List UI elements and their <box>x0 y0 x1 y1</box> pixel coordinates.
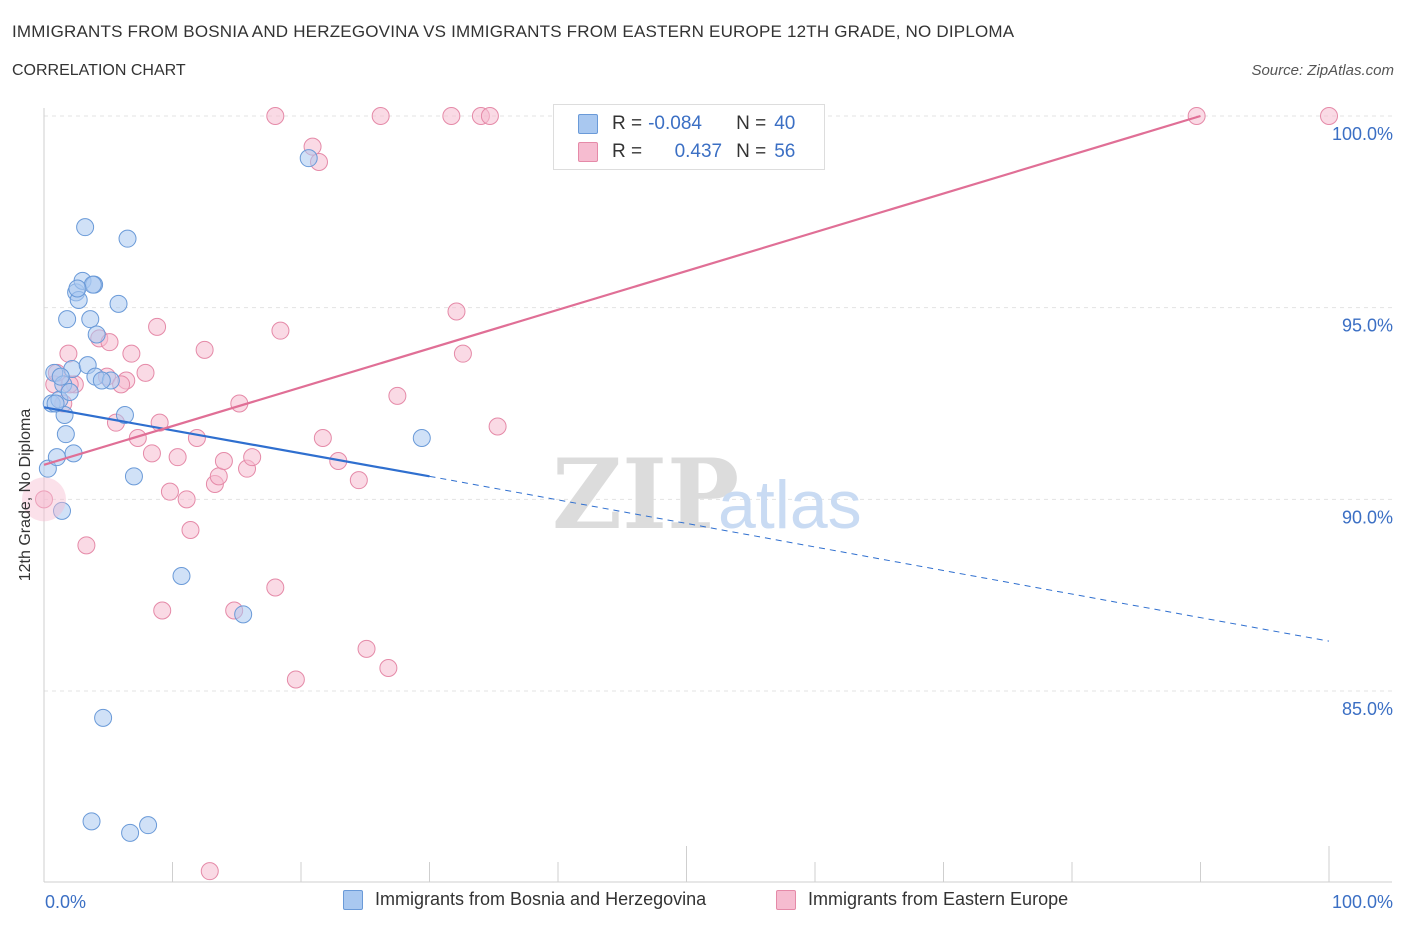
scatter-point <box>388 386 407 405</box>
scatter-point <box>142 444 161 463</box>
watermark-atlas: atlas <box>718 467 862 543</box>
scatter-point <box>299 149 318 168</box>
legend-n-value: 40 <box>774 113 796 134</box>
legend-row-eastern-europe: R = 0.437 N = 56 <box>578 138 795 166</box>
scatter-point <box>379 659 398 677</box>
scatter-point <box>172 567 191 585</box>
scatter-point <box>371 107 390 125</box>
scatter-point <box>35 490 53 509</box>
bottom-legend-swatch-bosnia <box>343 889 363 910</box>
scatter-point <box>187 429 206 447</box>
scatter-point <box>1187 107 1206 125</box>
scatter-point <box>195 340 214 359</box>
scatter-point <box>136 363 155 382</box>
scatter-point <box>82 812 101 831</box>
scatter-point <box>139 816 158 835</box>
legend-r-value: -0.084 <box>648 113 702 134</box>
bottom-legend-eastern-europe: Immigrants from Eastern Europe <box>776 889 1068 910</box>
scatter-point <box>81 310 100 329</box>
scatter-point-large <box>22 477 66 522</box>
scatter-point <box>94 708 113 727</box>
scatter-point <box>58 310 77 329</box>
y-tick-label: 85.0% <box>1342 699 1393 719</box>
legend-r-label: R = <box>612 141 643 162</box>
scatter-point <box>200 862 219 881</box>
chart-subtitle: CORRELATION CHART <box>12 62 186 79</box>
scatter-point <box>447 302 466 321</box>
scatter-point <box>122 344 141 363</box>
chart-title: IMMIGRANTS FROM BOSNIA AND HERZEGOVINA V… <box>12 22 1015 41</box>
scatter-point <box>109 294 128 313</box>
scatter-point <box>148 317 167 336</box>
scatter-point <box>121 823 140 842</box>
scatter-point <box>87 325 106 344</box>
scatter-point <box>92 371 111 390</box>
scatter-point <box>160 482 179 501</box>
legend-n-value: 56 <box>774 141 796 162</box>
scatter-point <box>234 605 253 624</box>
scatter-point <box>60 383 79 401</box>
bottom-legend-label-eastern-europe: Immigrants from Eastern Europe <box>808 889 1069 909</box>
scatter-point <box>124 467 143 486</box>
scatter-point <box>412 429 431 447</box>
scatter-point <box>115 406 134 424</box>
scatter-point <box>118 229 137 248</box>
legend-swatch-eastern-europe <box>578 142 598 162</box>
trend-line-eastern-europe <box>43 114 1201 466</box>
trend-line-bosnia <box>43 406 430 478</box>
scatter-point <box>357 639 376 658</box>
bottom-legend-swatch-eastern-europe <box>776 889 796 910</box>
y-tick-label: 90.0% <box>1342 507 1393 527</box>
scatter-point <box>77 536 96 555</box>
watermark-zip: ZIP <box>552 438 739 551</box>
trend-line-bosnia-extension <box>429 475 1330 642</box>
correlation-legend: R = -0.084 N = 40 R = 0.437 N = 56 <box>553 104 825 170</box>
scatter-point <box>68 279 87 298</box>
scatter-point <box>453 344 472 363</box>
source-credit: Source: ZipAtlas.com <box>1251 62 1394 79</box>
x-tick-label: 0.0% <box>45 892 86 912</box>
scatter-point <box>181 521 200 539</box>
legend-r-label: R = <box>612 113 643 134</box>
scatter-point <box>480 107 499 125</box>
y-tick-label: 95.0% <box>1342 316 1393 336</box>
scatter-point <box>1320 107 1338 125</box>
scatter-point <box>313 429 332 447</box>
scatter-point <box>214 452 233 470</box>
x-tick-label: 100.0% <box>1332 892 1393 912</box>
scatter-point <box>59 344 78 363</box>
scatter-point <box>51 367 70 386</box>
scatter-point <box>52 501 71 520</box>
scatter-point <box>177 490 196 509</box>
legend-row-bosnia: R = -0.084 N = 40 <box>578 110 795 138</box>
legend-swatch-bosnia <box>578 114 598 134</box>
scatter-point <box>488 417 507 436</box>
scatter-point <box>266 578 285 597</box>
scatter-point <box>209 467 228 486</box>
scatter-point <box>349 471 368 490</box>
scatter-point <box>442 107 461 125</box>
scatter-point <box>271 321 290 340</box>
scatter-point <box>168 448 187 467</box>
scatter-point <box>83 275 102 294</box>
legend-n-label: N = <box>736 141 767 162</box>
bottom-legend-bosnia: Immigrants from Bosnia and Herzegovina <box>343 889 706 910</box>
scatter-point <box>243 448 262 467</box>
y-tick-label: 100.0% <box>1332 124 1393 144</box>
scatter-point <box>76 218 95 237</box>
scatter-point <box>286 670 305 689</box>
scatter-point <box>266 107 285 125</box>
bottom-legend-label-bosnia: Immigrants from Bosnia and Herzegovina <box>375 889 707 909</box>
legend-r-value: 0.437 <box>674 141 723 162</box>
scatter-point <box>153 601 172 620</box>
y-axis-label: 12th Grade, No Diploma <box>17 408 34 582</box>
scatter-point <box>56 425 75 444</box>
legend-n-label: N = <box>736 113 767 134</box>
